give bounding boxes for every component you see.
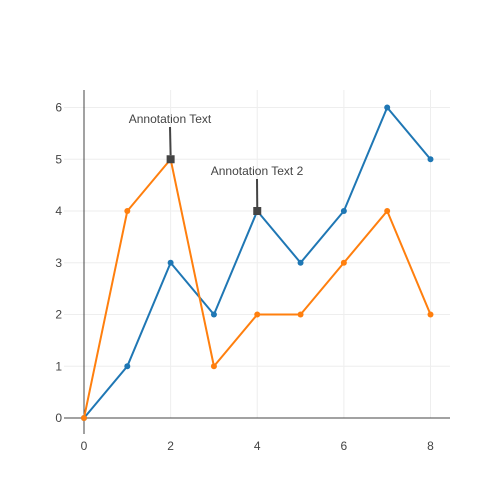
annotation: Annotation Text xyxy=(129,112,212,164)
y-tick-label: 2 xyxy=(55,308,62,322)
annotation-marker xyxy=(253,207,262,215)
annotation: Annotation Text 2 xyxy=(211,164,304,215)
y-tick-label: 4 xyxy=(55,204,62,218)
data-point xyxy=(124,363,131,370)
axes: 0 2 4 6 8 0 1 2 3 4 5 6 xyxy=(55,90,450,453)
data-point xyxy=(427,311,434,318)
x-tick-label: 6 xyxy=(341,439,348,453)
y-tick-label: 1 xyxy=(55,359,62,373)
annotation-text: Annotation Text xyxy=(129,112,212,126)
x-tick-label: 8 xyxy=(427,439,434,453)
y-tick-label: 5 xyxy=(55,152,62,166)
x-tick-label: 4 xyxy=(254,439,261,453)
y-tick-label: 6 xyxy=(55,101,62,115)
data-point xyxy=(297,259,304,266)
x-tick-label: 0 xyxy=(81,439,88,453)
data-point xyxy=(340,208,347,214)
data-point xyxy=(254,311,261,318)
annotation-marker xyxy=(166,155,175,164)
data-point xyxy=(297,311,304,318)
data-point xyxy=(427,156,434,163)
data-point xyxy=(210,363,217,370)
data-point xyxy=(210,311,217,318)
data-point xyxy=(81,415,87,421)
data-point xyxy=(384,208,391,214)
y-tick-label: 3 xyxy=(55,256,62,270)
data-point xyxy=(167,259,174,266)
x-tick-label: 2 xyxy=(167,439,174,453)
data-point xyxy=(124,208,131,214)
grid xyxy=(64,90,450,418)
data-point xyxy=(340,259,347,266)
data-point xyxy=(384,104,391,111)
y-tick-label: 0 xyxy=(55,411,62,425)
annotation-arrow xyxy=(169,126,172,156)
annotation-text: Annotation Text 2 xyxy=(211,164,304,178)
annotations: Annotation Text Annotation Text 2 xyxy=(129,112,304,215)
